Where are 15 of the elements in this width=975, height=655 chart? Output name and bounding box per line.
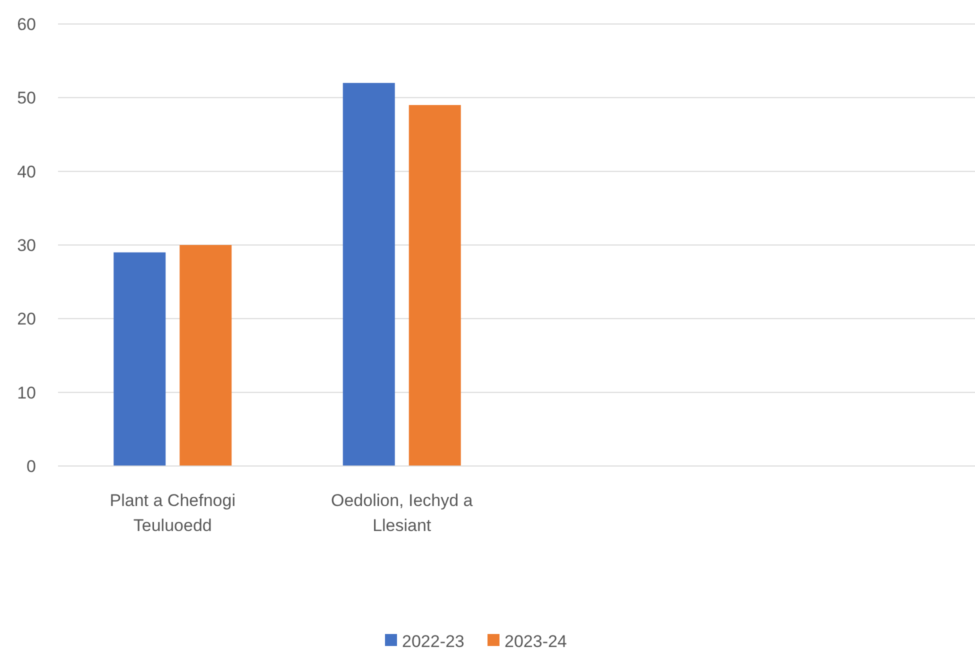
x-tick-label: Plant a Chefnogi Teuluoedd xyxy=(110,491,236,535)
y-tick-label: 0 xyxy=(26,456,36,476)
legend-label: 2022-23 xyxy=(402,632,464,651)
y-tick-label: 20 xyxy=(17,310,36,329)
bar xyxy=(408,105,461,466)
y-tick-label: 60 xyxy=(17,14,36,34)
y-tick-label: 30 xyxy=(17,236,36,255)
bar xyxy=(114,252,166,466)
legend-label: 2023-24 xyxy=(504,632,567,651)
y-tick-label: 40 xyxy=(17,162,36,182)
y-tick-label: 50 xyxy=(17,88,36,108)
y-tick-label: 10 xyxy=(17,383,36,402)
bar xyxy=(180,245,232,466)
bar xyxy=(342,82,395,466)
x-tick-label: Oedolion, Iechyd a Llesiant xyxy=(330,491,474,535)
